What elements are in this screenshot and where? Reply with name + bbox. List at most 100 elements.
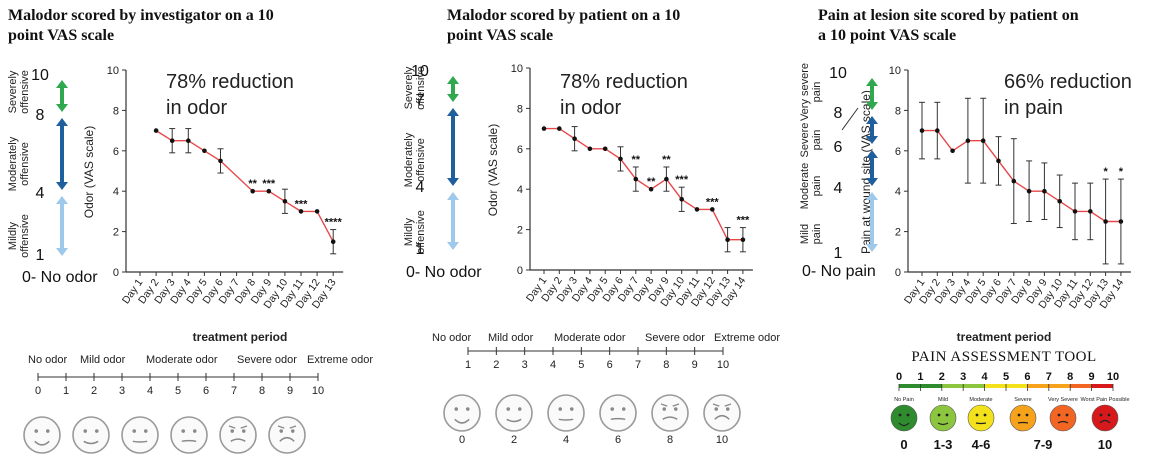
panel3-pain-tool-tick-label: 9 xyxy=(1089,371,1095,383)
panel1-pain-face-eye-left xyxy=(230,429,235,433)
panel3-pain-tool-face-eye xyxy=(983,413,987,417)
panel2-pain-face xyxy=(651,394,689,432)
panel1-pain-face-mouth xyxy=(279,436,295,442)
panel3-data-point xyxy=(950,148,955,154)
panel3-pain-tool-bar-segment xyxy=(963,384,985,388)
panel3-pain-tool-face-eye xyxy=(1057,413,1061,417)
panel3-side-scale-arrow-head-down xyxy=(866,136,878,144)
panel1-pain-face-outline xyxy=(170,416,208,454)
panel2-pain-face-outline xyxy=(495,394,533,432)
panel1-reference-scale-number: 3 xyxy=(119,385,125,397)
panel1-reference-scale-number: 5 xyxy=(175,385,181,397)
panel1-pain-face-eye-left xyxy=(181,429,186,433)
panel2-data-point xyxy=(710,207,715,212)
panel3-pain-tool-face-eye xyxy=(898,413,902,417)
panel2-reference-scale-number: 9 xyxy=(692,359,698,371)
panel2-reference-scale-number: 2 xyxy=(493,359,499,371)
panel1-pain-face-eye-right xyxy=(290,429,295,433)
panel2-reference-scale-number: 1 xyxy=(465,359,471,371)
panel3-pain-tool-tick-label: 2 xyxy=(939,371,945,383)
panel3-pain-tool-tick-label: 3 xyxy=(960,371,966,383)
panel3-side-scale-level: Mildpain xyxy=(799,224,823,245)
panel3-title: Pain at lesion site scored by patient on… xyxy=(818,7,1079,44)
panel2-side-scale-arrow-head-up xyxy=(447,192,459,200)
panel2-pain-face xyxy=(443,394,481,432)
panel1-data-point xyxy=(186,138,191,143)
panel3-pain-tool-face-eye xyxy=(1025,413,1029,417)
panel1-pain-face xyxy=(72,416,110,454)
panel1-reference-scale-label: Extreme odor xyxy=(307,354,373,366)
panel3-pain-tool-face-fill xyxy=(1009,404,1037,432)
panel2-face-number: 4 xyxy=(563,434,569,446)
panel3-pain-tool-face-eye xyxy=(906,413,910,417)
panel3-side-scale-arrow-head-up xyxy=(866,78,878,86)
panel1-side-scale-number: 8 xyxy=(36,107,45,124)
panel3-data-point xyxy=(1118,219,1124,224)
panel3-significance-mark: * xyxy=(1103,166,1108,178)
panel2-data-point xyxy=(648,186,654,192)
panel3-pain-tool-category: Worst Pain Possible xyxy=(1080,397,1129,403)
panel3-data-point xyxy=(1011,178,1017,184)
panel3-y-tick-label: 0 xyxy=(895,267,901,279)
panel2-reference-scale-number: 8 xyxy=(663,359,669,371)
panel1-reference-scale-number: 4 xyxy=(147,385,153,397)
panel1-pain-face xyxy=(219,416,257,454)
panel3-y-tick-label: 8 xyxy=(895,105,901,117)
panel1-annotation-line2: in odor xyxy=(166,97,227,119)
panel1-data-point xyxy=(282,199,288,204)
panel2-significance-mark: *** xyxy=(736,215,750,227)
panel3-side-scale-level: Moderatepain xyxy=(799,163,823,209)
panel2-y-tick-label: 8 xyxy=(517,103,523,115)
panel2-reference-scale-number: 3 xyxy=(522,359,528,371)
panel1-significance-mark: *** xyxy=(295,198,309,210)
panel2-data-point xyxy=(587,146,593,152)
panel2-pain-face-eye-right xyxy=(465,407,470,411)
panel3-pain-tool-face-fill xyxy=(890,404,918,432)
panel1-pain-face-mouth xyxy=(83,440,99,445)
panel1-pain-face-eye-right xyxy=(45,429,50,433)
panel3-pain-tool-face-mouth xyxy=(1099,419,1111,424)
panel2-significance-mark: *** xyxy=(706,196,720,208)
panel2-pain-face-brows xyxy=(712,403,732,407)
panel1-pain-face-outline xyxy=(268,416,306,454)
panel2-annotation-line2: in odor xyxy=(560,97,621,119)
panel2-pain-face-outline xyxy=(651,394,689,432)
panel1-side-scale-level: Severelyoffensive xyxy=(7,70,31,114)
panel3-side-scale-arrow xyxy=(866,150,878,186)
panel2-pain-face-eye-left xyxy=(558,407,563,411)
panel1-series-line xyxy=(155,130,334,243)
panel2-side-scale-level: Moderatelyoffensive xyxy=(403,132,427,187)
panel3-side-scale-arrow xyxy=(866,78,878,110)
panel3-pain-tool-face xyxy=(967,404,995,432)
panel3-side-scale-level: Severepain xyxy=(799,123,823,158)
panel1-side-scale-arrow xyxy=(56,118,68,190)
panel1-data-point xyxy=(314,209,320,214)
panel1-reference-scale-number: 0 xyxy=(35,385,41,397)
panel3-pain-tool-tick-label: 1 xyxy=(917,371,923,383)
panel2-pain-face-mouth xyxy=(506,418,522,423)
panel1-reference-scale-number: 7 xyxy=(231,385,237,397)
panel2-side-scale-number: 10 xyxy=(411,63,429,80)
panel3-data-point xyxy=(1026,188,1032,194)
panel2-pain-face-eye-right xyxy=(569,407,574,411)
panel2-reference-scale-number: 4 xyxy=(550,359,556,371)
panel3-pain-tool-bar-segment xyxy=(1091,384,1113,388)
panel3-data-point xyxy=(1072,209,1078,214)
panel3-pain-tool-tick-label: 4 xyxy=(982,371,989,383)
panel3-pain-tool-category: Moderate xyxy=(969,397,992,403)
panel3-pain-tool-tick-label: 10 xyxy=(1107,371,1119,383)
panel1-significance-mark: **** xyxy=(325,217,343,229)
panel2-reference-scale-number: 6 xyxy=(607,359,613,371)
panel2-y-tick-label: 6 xyxy=(517,144,523,156)
panel3-pain-tool-tick-label: 8 xyxy=(1067,371,1073,383)
panel3-pain-tool-number: 0 xyxy=(900,437,907,452)
panel1-title: Malodor scored by investigator on a 10 po… xyxy=(8,7,274,44)
panel2-pain-face-mouth xyxy=(662,416,678,420)
panel3-side-scale-arrow xyxy=(866,116,878,144)
panel1-side-scale-level: Moderatelyoffensive xyxy=(7,136,31,191)
panel3-pain-tool-number: 1-3 xyxy=(934,437,953,452)
panel3-pain-tool-face-fill xyxy=(1091,404,1119,432)
panel1-side-scale-number: 1 xyxy=(36,247,45,264)
panel3-side-scale-arrow-head-down xyxy=(866,178,878,186)
panel2-side-scale-arrow-head-up xyxy=(447,108,459,116)
